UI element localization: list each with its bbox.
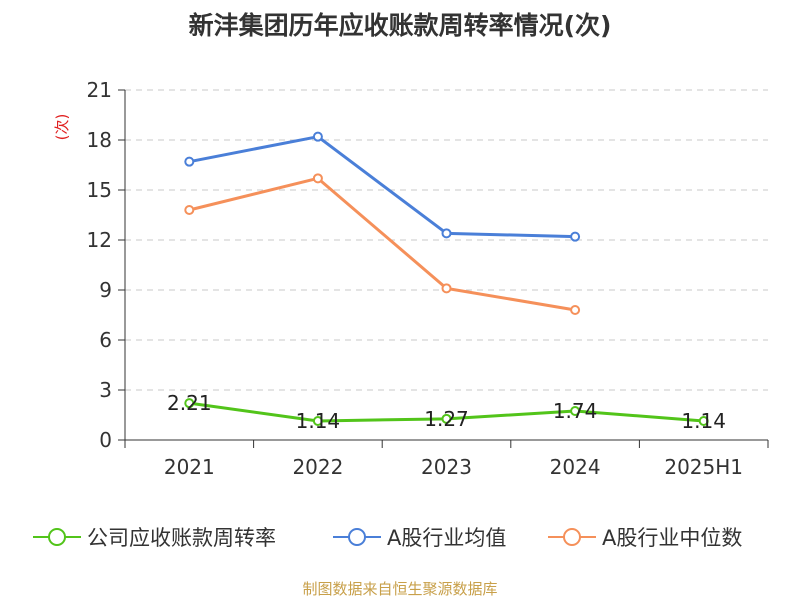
series-layer [184,131,709,426]
y-tick-label: 15 [87,178,112,202]
x-tick-label: 2025H1 [664,455,743,479]
series-point-1 [184,156,195,167]
series-point-2 [441,283,452,294]
series-point-0 [184,398,195,409]
legend-label-industry-median: A股行业中位数 [602,526,743,550]
x-tick-label: 2021 [164,455,215,479]
source-note: 制图数据来自恒生聚源数据库 [302,580,498,598]
legend-marker-industry-mean [333,528,381,546]
legend-marker-industry-median [548,528,596,546]
series-point-0 [312,416,323,426]
series-point-0 [570,406,581,416]
data-label: 2.21 [167,391,212,415]
legend: 公司应收账款周转率 A股行业均值 A股行业中位数 [0,521,800,553]
data-label: 1.14 [681,409,726,433]
data-label: 1.74 [553,399,598,423]
legend-label-company: 公司应收账款周转率 [87,526,276,550]
gridlines [125,89,768,391]
y-tick-label: 18 [87,128,112,152]
legend-item-company[interactable]: 公司应收账款周转率 [33,521,276,553]
y-axis-label: (次) [53,114,71,141]
legend-marker-company [33,528,81,546]
data-labels: 2.21 1.14 1.27 1.74 1.14 [167,391,726,433]
x-tick-label: 2022 [292,455,343,479]
series-point-0 [441,413,452,424]
series-point-2 [184,205,195,215]
chart-title: 新沣集团历年应收账款周转率情况(次) [188,11,612,40]
series-point-1 [570,231,581,242]
series-line-2 [188,176,576,312]
legend-label-industry-mean: A股行业均值 [387,526,507,550]
data-label: 1.27 [424,407,469,431]
series-point-2 [312,173,323,184]
y-tick-label: 6 [99,328,112,352]
series-point-0 [698,416,709,426]
series-point-1 [312,131,323,142]
data-label: 1.14 [296,409,341,433]
y-tick-label: 21 [87,78,112,102]
legend-item-industry-median[interactable]: A股行业中位数 [548,521,742,553]
y-tick-label: 0 [99,428,112,452]
legend-item-industry-mean[interactable]: A股行业均值 [333,521,506,553]
axes: 0 3 6 9 12 15 18 21 2021 2022 2023 2024 2025H1 (次) [53,78,769,479]
series-point-2 [570,305,581,315]
y-tick-label: 3 [99,378,112,402]
series-point-1 [441,228,452,239]
y-tick-label: 12 [87,228,112,252]
x-tick-label: 2024 [550,455,601,479]
y-tick-label: 9 [99,278,112,302]
series-line-1 [189,135,576,239]
x-tick-label: 2023 [421,455,472,479]
